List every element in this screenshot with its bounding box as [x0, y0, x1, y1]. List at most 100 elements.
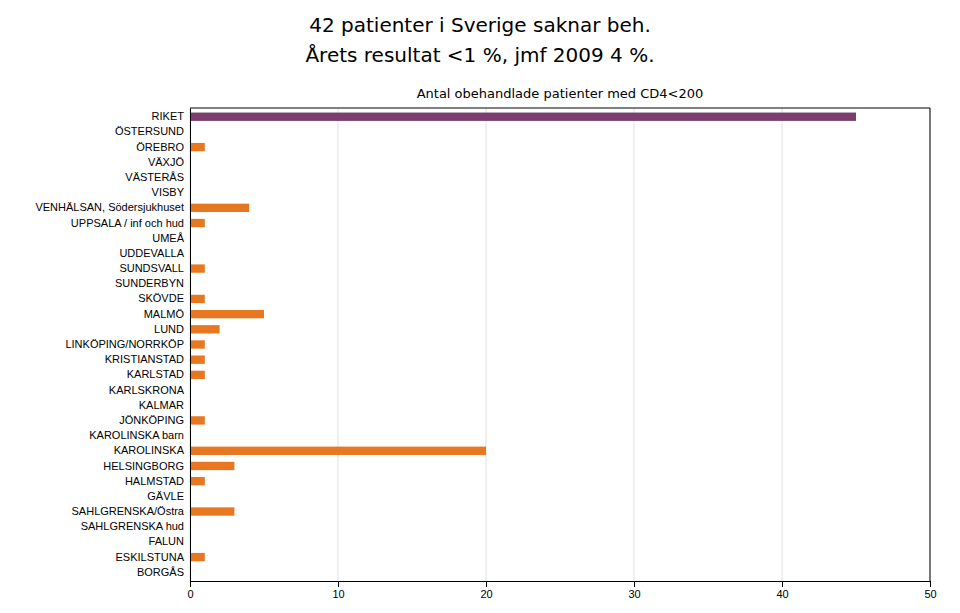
tick-label: ÖSTERSUND — [115, 125, 184, 137]
y-axis: BORGÅS ESKILSTUNA FALUN SAHLGRENSKA hud SAHL… — [35, 109, 190, 582]
tick-label: UPPSALA / inf och hud — [71, 217, 184, 229]
tick: 10 — [332, 581, 344, 600]
grid-line — [190, 108, 191, 581]
axis-domain — [191, 582, 931, 588]
tick: KAROLINSKA — [114, 444, 185, 456]
title: 42 patienter i Sverige saknar beh. — [309, 13, 651, 37]
tick: KALMAR — [139, 399, 184, 411]
tick: KRISTIANSTAD — [105, 353, 184, 365]
tick: SUNDERBYN — [115, 277, 184, 289]
tick-mark — [782, 581, 783, 587]
grid — [190, 108, 930, 581]
tick: ÖREBRO — [136, 141, 184, 153]
tick-label: LINKÖPING/NORRKÖP — [65, 338, 184, 350]
tick: SKÖVDE — [138, 292, 184, 304]
tick: UDDEVALLA — [119, 247, 184, 259]
bar — [190, 310, 264, 318]
tick: SUNDSVALL — [119, 262, 184, 274]
tick: SAHLGRENSKA/Östra — [72, 505, 185, 517]
tick-label: HELSINGBORG — [103, 459, 184, 471]
tick: FALUN — [149, 535, 185, 547]
tick-label: VÄSTERÅS — [125, 171, 184, 183]
tick-label: VENHÄLSAN, Södersjukhuset — [35, 201, 184, 213]
tick-label: GÄVLE — [147, 490, 184, 502]
tick: LINKÖPING/NORRKÖP — [65, 338, 184, 350]
tick-label: 0 — [187, 588, 193, 600]
tick: UMEÅ — [152, 232, 184, 244]
tick: MALMÖ — [144, 308, 185, 320]
tick: 20 — [480, 581, 492, 600]
tick: JÖNKÖPING — [119, 414, 184, 426]
bar — [190, 264, 205, 272]
tick-label: SKÖVDE — [138, 292, 184, 304]
tick: RIKET — [152, 110, 185, 122]
tick-mark — [486, 581, 487, 587]
bar — [190, 295, 205, 303]
tick-label: KRISTIANSTAD — [105, 353, 184, 365]
tick: SAHLGRENSKA hud — [81, 520, 184, 532]
tick: GÄVLE — [147, 490, 184, 502]
tick-mark — [338, 581, 339, 587]
tick-label: 20 — [480, 588, 492, 600]
grid-line — [634, 108, 635, 581]
tick: 30 — [628, 581, 640, 600]
tick-label: SAHLGRENSKA/Östra — [72, 505, 185, 517]
bar — [190, 204, 249, 212]
bar — [190, 553, 205, 561]
bar — [190, 416, 205, 424]
frame — [930, 108, 931, 581]
bar — [190, 219, 205, 227]
tick-label: 40 — [776, 588, 788, 600]
bar — [190, 507, 234, 515]
tick-label: MALMÖ — [144, 308, 185, 320]
bar — [190, 447, 486, 455]
tick: VÄXJÖ — [148, 156, 185, 168]
bar — [190, 462, 234, 470]
tick-mark — [930, 581, 931, 587]
tick-label: RIKET — [152, 110, 185, 122]
chart-title: Antal obehandlade patienter med CD4<200 — [417, 86, 704, 101]
frame — [190, 108, 930, 109]
tick-label: FALUN — [149, 535, 185, 547]
tick-label: UMEÅ — [152, 232, 184, 244]
chart: 42 patienter i Sverige saknar beh.Årets … — [0, 0, 960, 613]
tick-label: SUNDERBYN — [115, 277, 184, 289]
tick: VENHÄLSAN, Södersjukhuset — [35, 201, 184, 213]
bar — [190, 340, 205, 348]
tick: LUND — [154, 323, 184, 335]
tick: BORGÅS — [137, 566, 184, 578]
tick: KARLSTAD — [127, 368, 184, 380]
tick: KAROLINSKA barn — [89, 429, 184, 441]
tick-label: KARLSKRONA — [109, 384, 185, 396]
tick-label: BORGÅS — [137, 566, 184, 578]
bar — [190, 143, 205, 151]
tick-label: KALMAR — [139, 399, 184, 411]
grid-line — [338, 108, 339, 581]
tick-label: HALMSTAD — [125, 475, 184, 487]
grid-line — [782, 108, 783, 581]
tick: KARLSKRONA — [109, 384, 185, 396]
tick-mark — [634, 581, 635, 587]
plot: 01020304050BORGÅSESKILSTUNAFALUNSAHLGREN… — [35, 108, 936, 600]
grid-line — [930, 108, 931, 581]
tick: ESKILSTUNA — [116, 551, 185, 563]
tick-mark — [190, 581, 191, 587]
tick: VÄSTERÅS — [125, 171, 184, 183]
tick-label: VÄXJÖ — [148, 156, 185, 168]
tick-label: ESKILSTUNA — [116, 551, 185, 563]
tick-label: UDDEVALLA — [119, 247, 184, 259]
tick-label: KARLSTAD — [127, 368, 184, 380]
tick: UPPSALA / inf och hud — [71, 217, 184, 229]
tick: 0 — [187, 581, 193, 600]
tick-label: KAROLINSKA — [114, 444, 185, 456]
tick-label: KAROLINSKA barn — [89, 429, 184, 441]
tick-label: 30 — [628, 588, 640, 600]
tick-label: ÖREBRO — [136, 141, 184, 153]
tick: ÖSTERSUND — [115, 125, 184, 137]
tick: HALMSTAD — [125, 475, 184, 487]
tick-label: SUNDSVALL — [119, 262, 184, 274]
tick-label: SAHLGRENSKA hud — [81, 520, 184, 532]
bar — [190, 325, 220, 333]
tick: HELSINGBORG — [103, 459, 184, 471]
bar — [190, 113, 856, 121]
